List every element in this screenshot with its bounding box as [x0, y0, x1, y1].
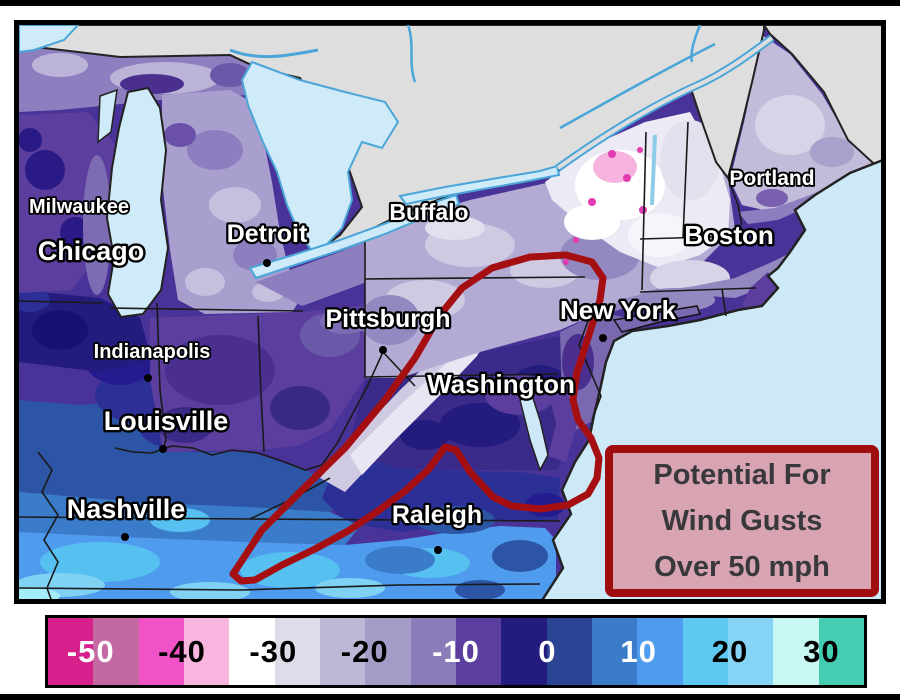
map-graphic: Milwaukee Chicago Detroit Buffalo Portland Bo… [19, 25, 881, 599]
legend-cell [319, 618, 366, 685]
chesapeake-bay [519, 393, 549, 472]
great-lakes [19, 25, 561, 319]
city-label-louisville: Louisville [104, 406, 229, 436]
legend-cell [138, 618, 184, 685]
legend-cell [93, 618, 139, 685]
legend-cell [365, 618, 411, 685]
bottom-black-bar [0, 694, 900, 700]
legend-cell [727, 618, 774, 685]
top-black-bar [0, 0, 900, 6]
city-label-washington: Washington [427, 369, 575, 399]
city-label-nashville: Nashville [67, 494, 186, 524]
city-dot-pittsburgh [379, 346, 387, 354]
legend-cell [48, 618, 94, 685]
city-label-detroit: Detroit [227, 220, 308, 248]
annotation-line-1: Potential For [653, 459, 831, 491]
city-dot-new-york [599, 334, 607, 342]
city-label-buffalo: Buffalo [389, 199, 468, 225]
temperature-legend [45, 615, 867, 688]
rivers [229, 25, 775, 206]
legend-cell [773, 618, 819, 685]
legend-cell [455, 618, 502, 685]
legend-cell [229, 618, 275, 685]
city-dot-indianapolis [144, 374, 152, 382]
legend-cell [501, 618, 547, 685]
legend-cell [591, 618, 638, 685]
city-dot-detroit [263, 259, 271, 267]
legend-cell [546, 618, 592, 685]
legend-cell [274, 618, 320, 685]
legend-cell [682, 618, 728, 685]
city-labels-layer: Milwaukee Chicago Detroit Buffalo Portland Bo… [27, 165, 816, 554]
city-label-raleigh: Raleigh [392, 501, 482, 529]
city-label-chicago: Chicago [38, 236, 145, 266]
city-label-portland: Portland [729, 167, 814, 190]
legend-cell [183, 618, 230, 685]
city-label-indianapolis: Indianapolis [94, 341, 211, 363]
legend-cell [818, 618, 864, 685]
long-island [612, 305, 702, 333]
weather-map: Milwaukee Chicago Detroit Buffalo Portland Bo… [14, 20, 886, 604]
city-label-boston: Boston [684, 220, 774, 250]
wind-gust-region-outline [229, 251, 607, 585]
legend-cell [637, 618, 683, 685]
wind-gust-annotation-box: Potential For Wind Gusts Over 50 mph [605, 445, 879, 597]
annotation-line-2: Wind Gusts [661, 505, 823, 537]
city-label-pittsburgh: Pittsburgh [326, 305, 451, 333]
annotation-line-3: Over 50 mph [654, 551, 830, 583]
city-label-new-york: New York [560, 295, 677, 325]
city-dot-nashville [121, 533, 129, 541]
city-dot-louisville [159, 445, 167, 453]
city-dot-raleigh [434, 546, 442, 554]
legend-cell [410, 618, 456, 685]
city-label-milwaukee: Milwaukee [29, 196, 129, 218]
